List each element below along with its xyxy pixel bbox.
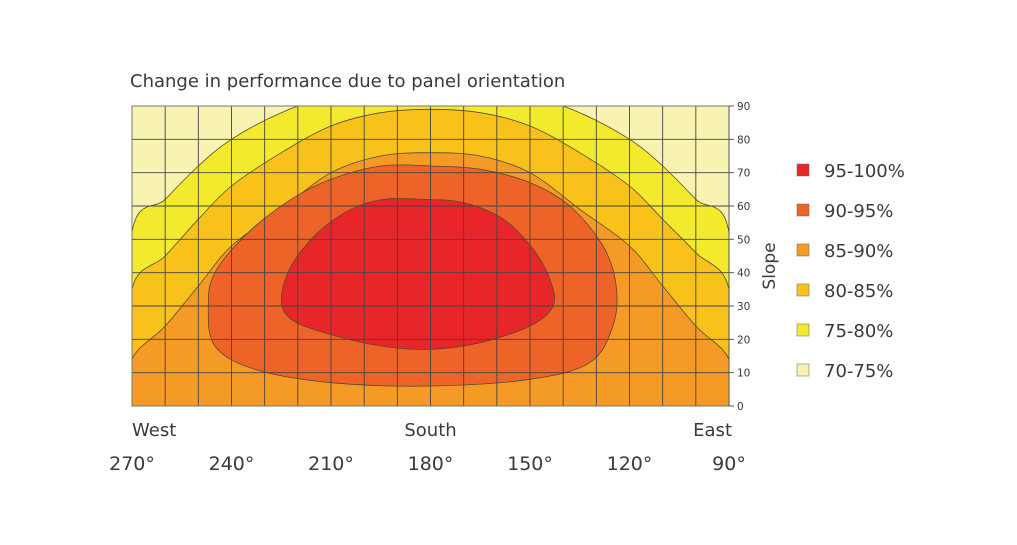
y-tick-label: 10 xyxy=(737,368,750,380)
chart-title: Change in performance due to panel orien… xyxy=(130,71,565,92)
legend-swatch xyxy=(796,363,810,377)
direction-label: East xyxy=(693,420,732,441)
direction-label: South xyxy=(404,420,456,441)
direction-label: West xyxy=(132,420,176,441)
y-tick-label: 50 xyxy=(737,234,750,246)
legend-label: 90-95% xyxy=(824,201,893,222)
legend-label: 85-90% xyxy=(824,241,893,262)
y-tick-label: 70 xyxy=(737,168,750,180)
x-tick-label: 270° xyxy=(109,453,155,475)
x-tick-label: 240° xyxy=(209,453,255,475)
legend-swatch xyxy=(796,283,810,297)
legend-label: 80-85% xyxy=(824,281,893,302)
legend-label: 95-100% xyxy=(824,161,905,182)
y-tick-label: 20 xyxy=(737,334,750,346)
x-tick-label: 150° xyxy=(507,453,553,475)
x-tick-label: 210° xyxy=(308,453,354,475)
legend-swatch xyxy=(796,243,810,257)
x-tick-label: 90° xyxy=(712,453,746,475)
y-tick-label: 0 xyxy=(737,401,744,413)
x-tick-label: 180° xyxy=(408,453,454,475)
legend-swatch xyxy=(796,163,810,177)
grid-lines xyxy=(132,106,729,406)
legend-label: 75-80% xyxy=(824,321,893,342)
x-tick-label: 120° xyxy=(607,453,653,475)
y-axis-label: Slope xyxy=(760,242,780,289)
x-axis: 270° 240° 210° 180° 150° 120° 90° West South East xyxy=(109,420,746,475)
legend-swatch xyxy=(796,323,810,337)
legend-label: 70-75% xyxy=(824,361,893,382)
y-tick-label: 90 xyxy=(737,101,750,113)
y-tick-label: 40 xyxy=(737,268,750,280)
legend-swatch xyxy=(796,203,810,217)
y-tick-label: 30 xyxy=(737,301,750,313)
y-tick-label: 80 xyxy=(737,134,750,146)
contour-band-4 xyxy=(280,198,555,350)
y-tick-label: 60 xyxy=(737,201,750,213)
y-axis: 0 10 20 30 40 50 60 70 80 90 xyxy=(728,101,750,413)
legend: 95-100% 90-95% 85-90% 80-85% 75-80% 70-75% xyxy=(796,161,905,382)
